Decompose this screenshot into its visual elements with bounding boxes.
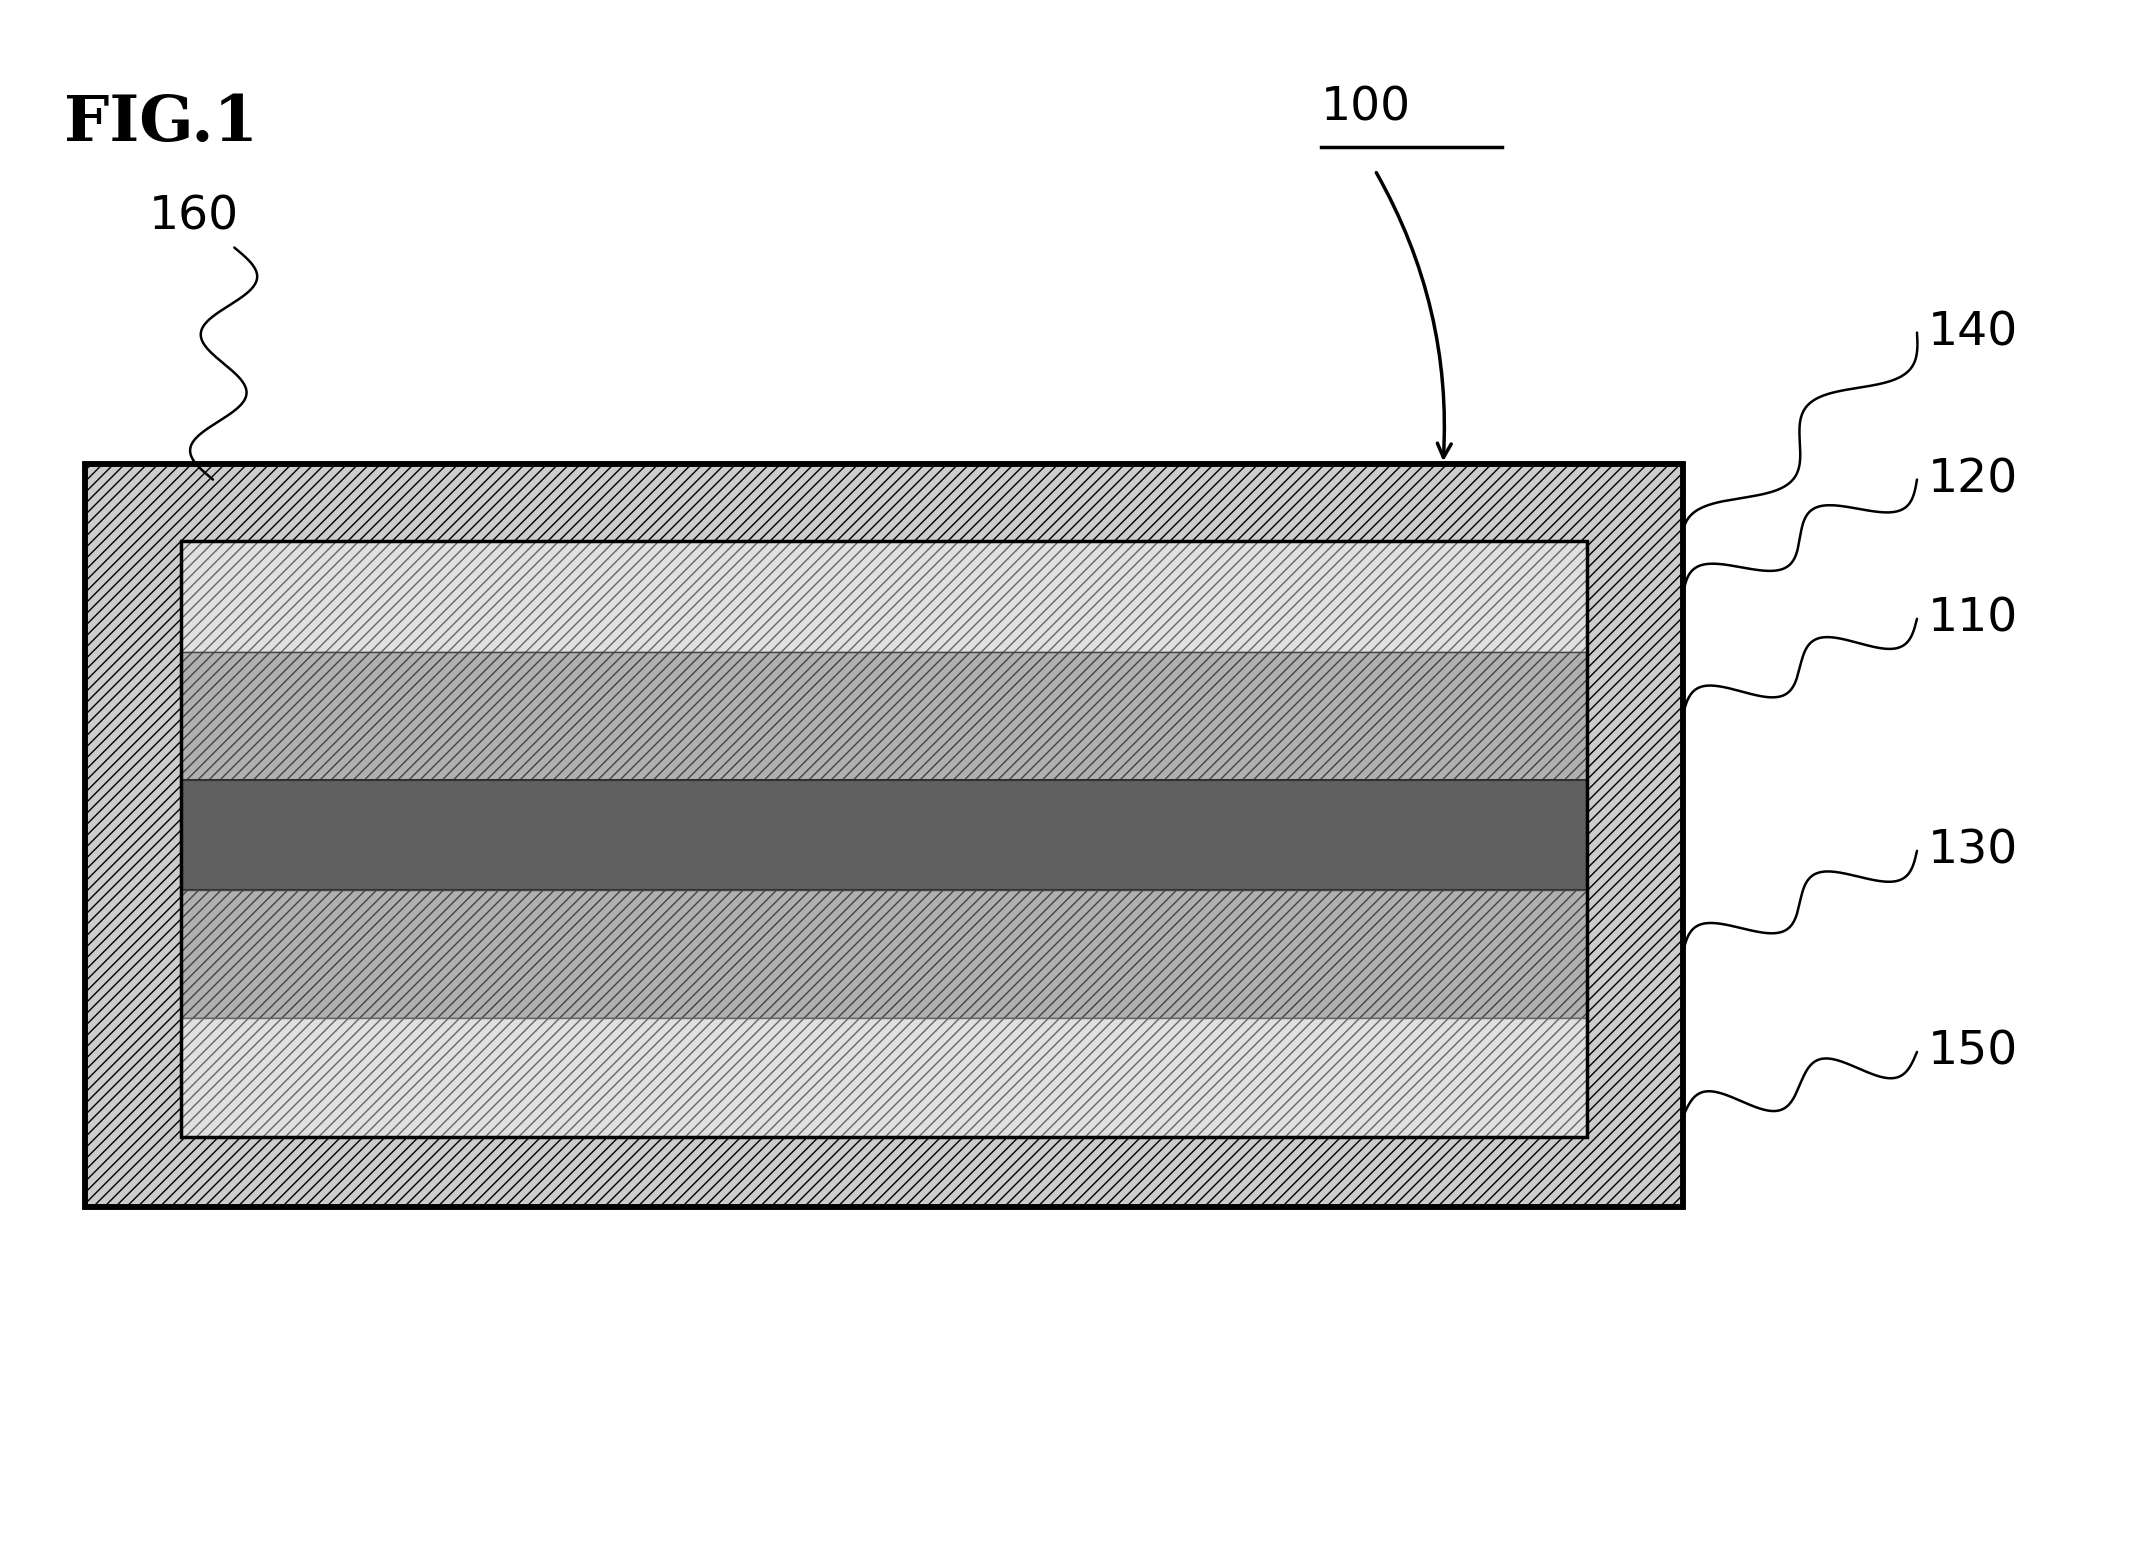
Text: 120: 120 (1928, 456, 2017, 503)
Text: 160: 160 (149, 193, 239, 240)
Text: 150: 150 (1928, 1029, 2017, 1075)
Bar (181, 651, 1587, 780)
Text: 110: 110 (1928, 596, 2017, 642)
Bar (181, 890, 1587, 1018)
Bar (85, 464, 1683, 1207)
Bar (181, 780, 1587, 890)
Text: 100: 100 (1321, 85, 1410, 131)
Text: 130: 130 (1928, 828, 2017, 874)
Bar (181, 541, 1587, 1137)
Bar (85, 464, 1683, 1207)
Bar (181, 541, 1587, 651)
Text: 140: 140 (1928, 309, 2017, 356)
Text: FIG.1: FIG.1 (64, 93, 258, 153)
Bar (181, 541, 1587, 1137)
Bar (181, 1018, 1587, 1137)
